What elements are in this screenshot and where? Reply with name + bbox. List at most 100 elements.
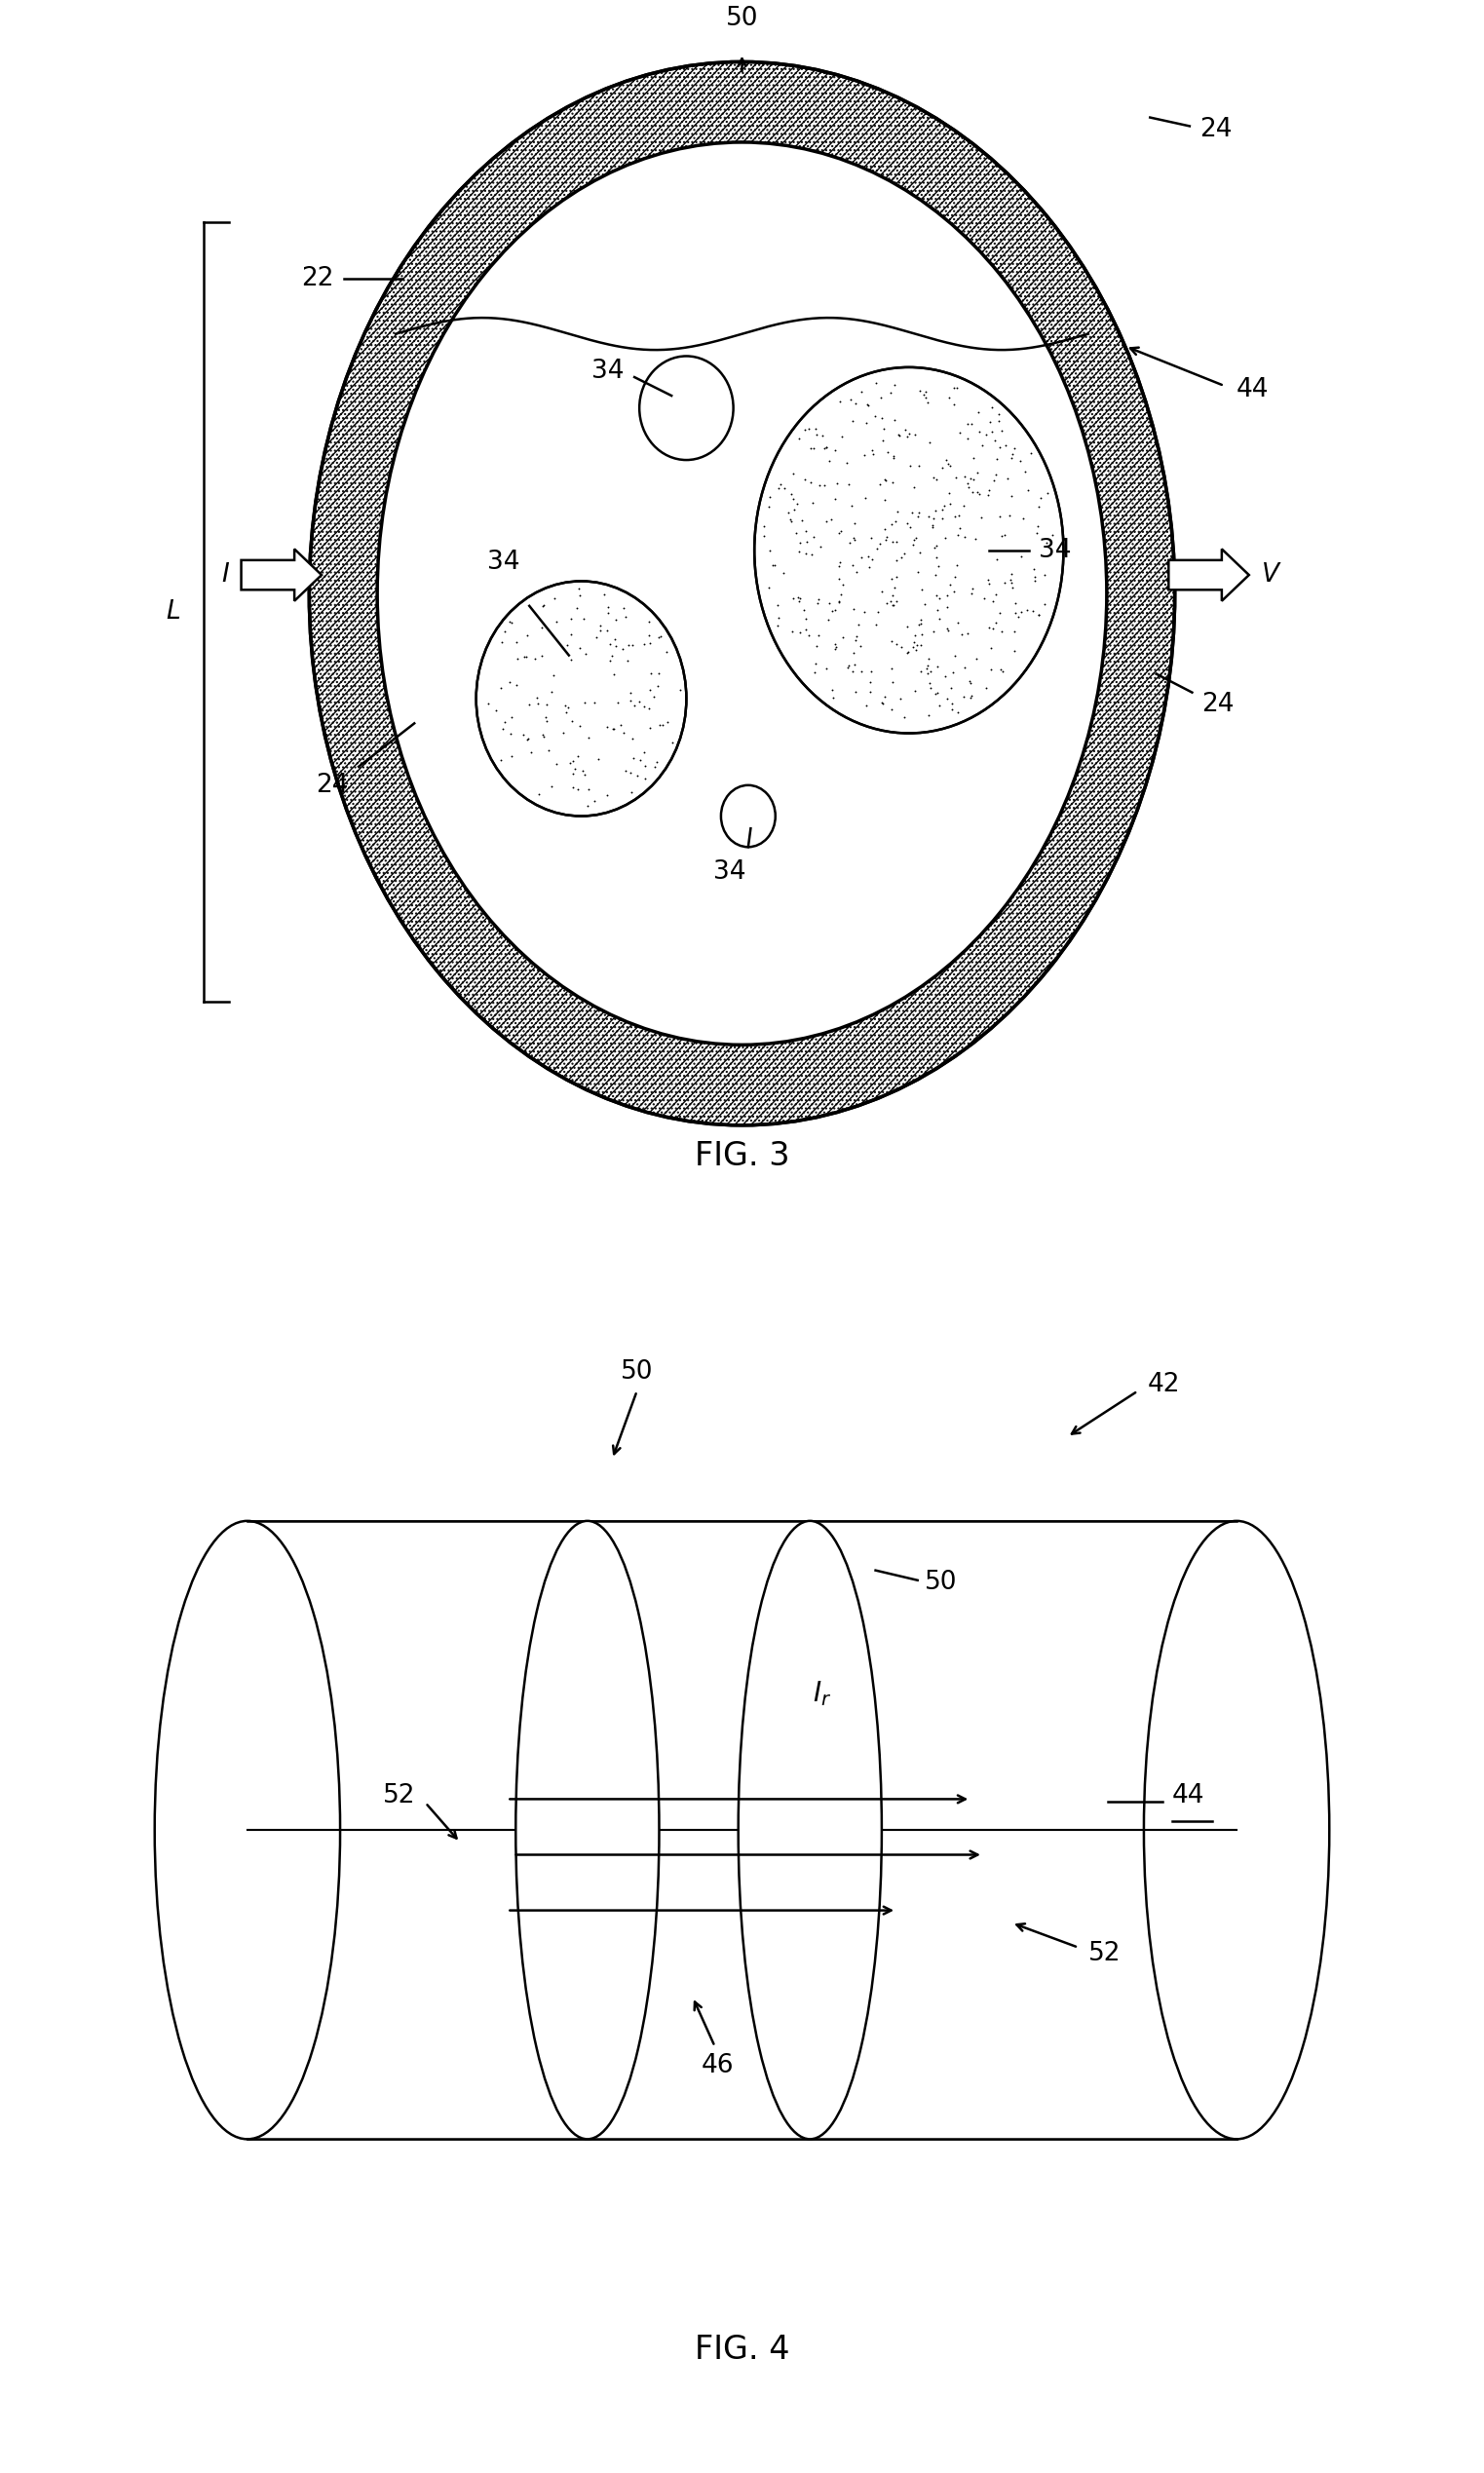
Point <box>919 650 942 690</box>
Point <box>856 547 880 586</box>
Point <box>895 415 919 455</box>
Point <box>881 586 905 626</box>
Point <box>1009 591 1033 631</box>
Point <box>867 594 890 633</box>
Point <box>598 641 622 680</box>
Point <box>589 606 613 645</box>
Point <box>884 539 908 579</box>
Point <box>856 383 880 423</box>
Point <box>883 364 907 403</box>
Point <box>752 517 776 556</box>
Point <box>987 428 1011 467</box>
Text: 52: 52 <box>383 1783 416 1808</box>
Point <box>978 403 1002 443</box>
Point <box>1003 584 1027 623</box>
FancyArrow shape <box>1168 549 1250 601</box>
Point <box>530 636 554 675</box>
Point <box>622 685 646 725</box>
Point <box>939 683 963 722</box>
Point <box>884 581 908 621</box>
Point <box>646 665 669 705</box>
Point <box>898 413 922 453</box>
Point <box>818 440 841 480</box>
Point <box>595 707 619 747</box>
Point <box>876 433 899 472</box>
Point <box>801 482 825 522</box>
Point <box>506 641 530 680</box>
Point <box>990 411 1014 450</box>
Point <box>861 435 884 475</box>
Point <box>551 712 574 752</box>
Point <box>524 638 548 678</box>
Point <box>781 579 804 618</box>
Point <box>838 522 862 561</box>
Point <box>960 403 984 443</box>
Point <box>884 492 908 532</box>
Point <box>493 611 516 650</box>
Point <box>585 618 608 658</box>
Point <box>626 757 650 796</box>
Point <box>561 754 585 794</box>
Ellipse shape <box>739 1521 881 2139</box>
Point <box>881 576 905 616</box>
Point <box>947 497 971 537</box>
Point <box>884 522 908 561</box>
Text: 34: 34 <box>1039 537 1071 564</box>
Point <box>1003 611 1027 650</box>
Point <box>568 707 592 747</box>
Point <box>852 435 876 475</box>
Point <box>859 653 883 692</box>
Point <box>564 589 588 628</box>
Point <box>865 529 889 569</box>
Point <box>531 586 555 626</box>
Point <box>944 458 968 497</box>
Point <box>795 522 819 561</box>
Point <box>515 616 539 655</box>
Point <box>831 618 855 658</box>
Point <box>922 458 945 497</box>
Point <box>818 584 841 623</box>
Point <box>941 653 965 692</box>
Point <box>957 467 981 507</box>
Point <box>938 485 962 524</box>
Point <box>950 616 974 655</box>
Point <box>889 628 913 668</box>
Point <box>788 613 812 653</box>
Point <box>926 648 950 687</box>
Point <box>859 430 883 470</box>
Point <box>650 705 674 744</box>
Point <box>815 502 838 542</box>
Point <box>959 460 982 500</box>
Point <box>603 618 626 658</box>
Point <box>822 623 846 663</box>
Point <box>567 569 591 608</box>
Point <box>901 492 925 532</box>
Point <box>668 670 692 710</box>
Point <box>781 455 804 495</box>
Point <box>880 648 904 687</box>
Text: I: I <box>221 561 229 589</box>
Text: 24: 24 <box>1202 692 1235 717</box>
Point <box>620 720 644 759</box>
Point <box>901 524 925 564</box>
Point <box>935 576 959 616</box>
Point <box>932 485 956 524</box>
Point <box>588 611 611 650</box>
Point <box>850 537 874 576</box>
Point <box>656 702 680 742</box>
Point <box>760 544 784 584</box>
Point <box>568 576 592 616</box>
Point <box>849 626 873 665</box>
Point <box>987 393 1011 433</box>
Point <box>531 586 555 626</box>
Point <box>634 747 657 786</box>
Point <box>939 668 963 707</box>
Point <box>835 443 859 482</box>
Point <box>841 650 865 690</box>
Point <box>840 485 864 524</box>
Point <box>893 534 917 574</box>
Point <box>985 440 1009 480</box>
Text: FIG. 3: FIG. 3 <box>695 1140 789 1172</box>
Point <box>879 373 902 413</box>
Point <box>515 638 539 678</box>
